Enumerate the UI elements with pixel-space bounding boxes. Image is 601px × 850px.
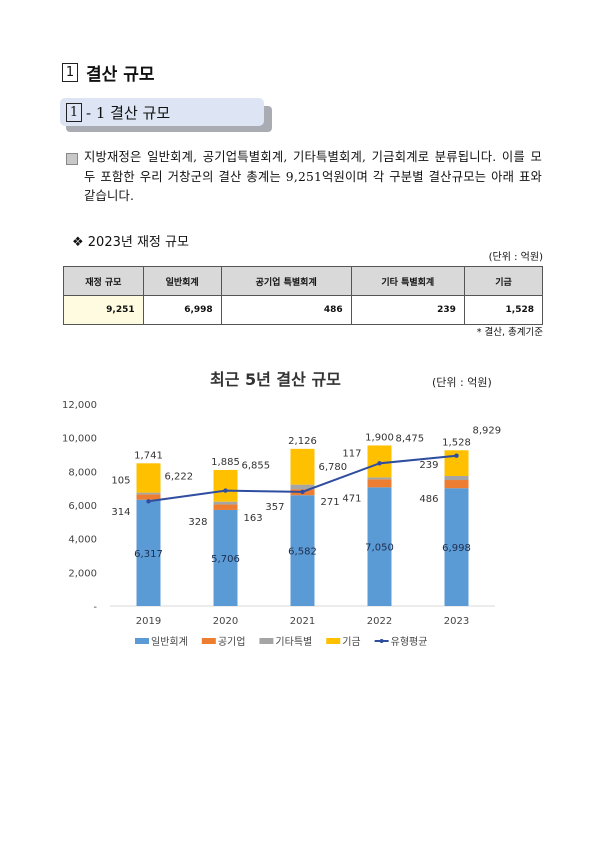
bar-segment <box>444 488 469 606</box>
x-tick-label: 2021 <box>290 616 315 627</box>
data-label: 5,706 <box>211 554 240 565</box>
data-label: 1,900 <box>365 432 394 443</box>
header-cell: 재정 규모 <box>63 266 144 296</box>
data-label: 1,885 <box>211 457 240 468</box>
table-title: ❖ 2023년 재정 규모 <box>72 235 189 250</box>
data-label: 117 <box>342 448 361 459</box>
data-label: 486 <box>419 494 438 505</box>
bar-segment <box>367 487 392 606</box>
table-note: * 결산, 총계기준 <box>476 327 543 338</box>
table-cell: 9,251 <box>63 295 144 325</box>
line-marker <box>146 499 151 504</box>
table-unit: (단위 : 억원) <box>488 252 543 263</box>
table-cell: 6,998 <box>142 295 222 325</box>
data-label: 328 <box>188 517 207 528</box>
intro-paragraph: 지방재정은 일반회계, 공기업특별회계, 기타특별회계, 기금회계로 분류됩니다… <box>66 148 542 207</box>
table-cell: 486 <box>220 295 352 325</box>
legend-label: 기타특별 <box>275 636 312 648</box>
header-cell: 일반회계 <box>142 266 222 296</box>
square-bullet-icon <box>66 153 78 165</box>
section-heading: 1 결산 규모 <box>62 60 154 85</box>
y-tick-label: 6,000 <box>68 501 97 512</box>
line-marker <box>300 489 305 495</box>
bar-segment <box>213 501 238 505</box>
legend-marker <box>379 639 384 643</box>
y-tick-label: 8,000 <box>68 467 97 478</box>
bar-segment <box>444 475 469 481</box>
table-cell: 239 <box>350 295 465 325</box>
x-tick-label: 2020 <box>213 616 238 627</box>
bar-segment <box>213 504 238 510</box>
line-marker <box>223 488 228 493</box>
table-row: 9,251 6,998 486 239 1,528 <box>63 295 544 325</box>
legend-swatch <box>259 638 274 644</box>
bar-segment <box>136 494 161 500</box>
paragraph-text: 지방재정은 일반회계, 공기업특별회계, 기타특별회계, 기금회계로 분류됩니다… <box>84 150 542 203</box>
x-tick-label: 2023 <box>444 616 469 627</box>
y-tick-label: 4,000 <box>68 535 97 546</box>
bar-segment <box>213 509 238 606</box>
header-cell: 공기업 특별회계 <box>220 266 352 296</box>
legend-label: 일반회계 <box>151 636 188 648</box>
data-label: 1,741 <box>134 450 163 461</box>
data-label: 239 <box>419 460 438 471</box>
legend-label: 기금 <box>342 636 360 648</box>
subheading-title: - 1 결산 규모 <box>86 103 171 122</box>
y-tick-label: - <box>93 602 97 613</box>
data-label: 6,582 <box>288 547 317 558</box>
data-label: 2,126 <box>288 436 317 447</box>
bar-segment <box>367 477 392 480</box>
line-marker <box>377 461 382 466</box>
line-data-label: 6,855 <box>242 461 271 472</box>
subheading-number: 1 <box>66 102 82 122</box>
bar-segment <box>290 484 315 490</box>
x-tick-label: 2019 <box>136 616 161 627</box>
y-tick-label: 12,000 <box>62 400 97 411</box>
section-number: 1 <box>62 63 78 82</box>
header-cell: 기타 특별회계 <box>350 266 465 296</box>
line-data-label: 6,780 <box>319 462 348 473</box>
y-tick-label: 10,000 <box>62 434 97 445</box>
table-cell: 1,528 <box>463 295 544 325</box>
data-label: 357 <box>265 502 284 513</box>
x-tick-label: 2022 <box>367 616 392 627</box>
legend-label: 유형평균 <box>391 636 428 648</box>
bar-segment <box>444 480 469 489</box>
data-label: 471 <box>342 493 361 504</box>
y-tick-label: 2,000 <box>68 568 97 579</box>
data-label: 7,050 <box>365 543 394 554</box>
legend-swatch <box>326 638 341 644</box>
header-cell: 기금 <box>463 266 544 296</box>
subheading: 1 - 1 결산 규모 <box>60 98 264 126</box>
bar-segment <box>136 499 161 606</box>
table-header-row: 재정 규모 일반회계 공기업 특별회계 기타 특별회계 기금 <box>63 266 544 296</box>
data-label: 105 <box>111 475 130 486</box>
line-data-label: 6,222 <box>165 471 194 482</box>
data-label: 314 <box>111 507 130 518</box>
legend-swatch <box>201 638 216 644</box>
legend-swatch <box>135 638 149 644</box>
bar-segment <box>290 448 315 485</box>
line-data-label: 8,475 <box>396 433 425 444</box>
bar-segment <box>290 495 315 606</box>
bar-segment <box>136 492 161 495</box>
chart-title: 최근 5년 결산 규모 <box>210 370 341 389</box>
chart-unit: (단위 : 억원) <box>432 376 492 389</box>
data-label: 1,528 <box>442 437 471 448</box>
bar-segment <box>213 469 238 502</box>
line-data-label: 8,929 <box>473 426 502 437</box>
bar-segment <box>367 479 392 488</box>
section-title: 결산 규모 <box>86 65 155 85</box>
data-label: 271 <box>321 497 340 508</box>
bar-segment <box>136 463 161 493</box>
data-label: 6,998 <box>442 543 471 554</box>
data-label: 163 <box>244 513 263 524</box>
finance-table: 재정 규모 일반회계 공기업 특별회계 기타 특별회계 기금 9,251 6,9… <box>63 266 544 325</box>
legend-label: 공기업 <box>218 635 246 648</box>
line-marker <box>454 453 459 458</box>
data-label: 6,317 <box>134 549 163 560</box>
